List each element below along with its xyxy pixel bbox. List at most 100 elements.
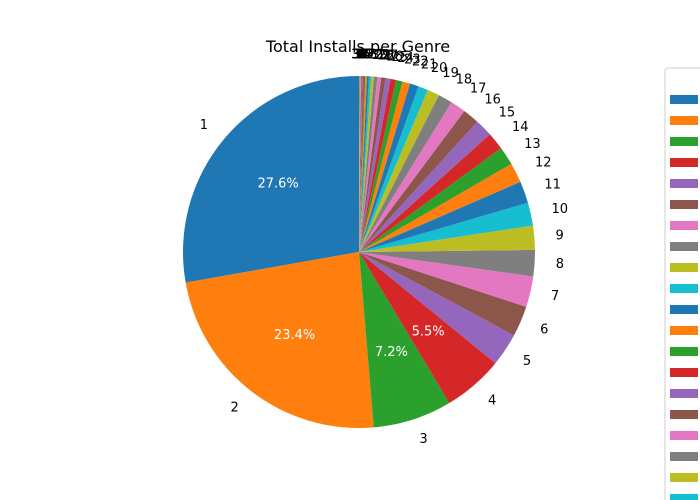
legend-swatch-5 <box>670 179 698 188</box>
slice-label-21: 21 <box>421 57 438 72</box>
legend <box>664 67 700 500</box>
pie-slice-35 <box>359 76 363 253</box>
legend-swatch-6 <box>670 200 698 209</box>
pie-slice-36 <box>359 76 362 252</box>
legend-swatch-20 <box>670 494 698 500</box>
pie-slice-32 <box>359 76 368 252</box>
pie-slice-8 <box>359 249 536 277</box>
legend-swatch-8 <box>670 242 698 251</box>
pie-slice-7 <box>359 252 534 307</box>
legend-swatch-15 <box>670 389 698 398</box>
pie-slice-39 <box>359 75 360 252</box>
pie-slice-33 <box>359 76 366 252</box>
pie-slice-14 <box>359 134 502 252</box>
pie-slice-1 <box>183 76 359 283</box>
legend-swatch-10 <box>670 284 698 293</box>
pie-labels: 127.6%223.4%37.2%45.5%567891011121314151… <box>200 47 568 447</box>
slice-label-2: 2 <box>230 401 238 416</box>
pie-slice-34 <box>359 76 365 252</box>
slice-label-1: 1 <box>200 118 208 133</box>
pie-slice-20 <box>359 86 428 252</box>
slice-label-17: 17 <box>470 82 487 97</box>
slice-label-35: 35 <box>355 47 372 62</box>
slice-label-12: 12 <box>535 156 552 171</box>
slice-label-31: 31 <box>369 48 386 63</box>
pie-slice-29 <box>359 76 375 253</box>
slice-label-28: 28 <box>378 48 395 63</box>
slice-label-25: 25 <box>392 50 409 65</box>
slice-label-32: 32 <box>359 48 376 63</box>
pie-slice-15 <box>359 121 490 253</box>
pie-slice-19 <box>359 90 439 252</box>
slice-label-26: 26 <box>386 49 403 64</box>
slice-label-33: 33 <box>357 47 374 62</box>
legend-swatch-9 <box>670 263 698 272</box>
legend-swatch-17 <box>670 431 698 440</box>
pie-slice-3 <box>359 252 450 428</box>
pie-slices <box>183 75 536 428</box>
slice-label-10: 10 <box>551 202 568 217</box>
slice-label-22: 22 <box>412 55 429 70</box>
pie-slice-18 <box>359 95 452 253</box>
slice-label-37: 37 <box>353 47 370 62</box>
slice-label-9: 9 <box>555 228 563 243</box>
pie-slice-28 <box>359 76 378 252</box>
pie-slice-4 <box>359 252 496 404</box>
pie-slice-31 <box>359 76 370 253</box>
pie-slice-37 <box>359 76 361 252</box>
slice-label-8: 8 <box>556 257 564 272</box>
slice-label-18: 18 <box>456 73 473 88</box>
pie-slice-2 <box>185 252 374 428</box>
legend-swatch-18 <box>670 452 698 461</box>
pie-slice-25 <box>359 78 391 253</box>
slice-label-6: 6 <box>540 322 548 337</box>
pie-slice-21 <box>359 83 419 252</box>
slice-label-36: 36 <box>353 47 370 62</box>
slice-label-24: 24 <box>397 51 414 66</box>
slice-label-4: 4 <box>488 394 496 409</box>
legend-swatch-14 <box>670 368 698 377</box>
legend-swatch-4 <box>670 158 698 167</box>
pie-slice-13 <box>359 148 512 252</box>
pie-slice-22 <box>359 81 411 253</box>
legend-swatch-16 <box>670 410 698 419</box>
pie-slice-17 <box>359 102 465 253</box>
slice-percent-2: 23.4% <box>274 328 315 343</box>
legend-swatch-19 <box>670 473 698 482</box>
legend-swatch-3 <box>670 137 698 146</box>
slice-label-30: 30 <box>371 48 388 63</box>
slice-percent-4: 5.5% <box>412 324 445 339</box>
slice-label-16: 16 <box>484 92 501 107</box>
pie-slice-38 <box>359 75 361 252</box>
chart-title: Total Installs per Genre <box>265 37 450 56</box>
pie-slice-27 <box>359 76 382 253</box>
slice-label-19: 19 <box>442 66 459 81</box>
slice-label-38: 38 <box>352 47 369 62</box>
slice-label-23: 23 <box>404 53 421 68</box>
pie-slice-9 <box>359 225 535 252</box>
slice-label-13: 13 <box>524 137 541 152</box>
slice-label-5: 5 <box>523 354 531 369</box>
slice-label-29: 29 <box>374 48 391 63</box>
pie-slice-5 <box>359 252 514 364</box>
pie-slice-11 <box>359 181 528 252</box>
slice-label-11: 11 <box>544 177 561 192</box>
pie-slice-10 <box>359 202 533 252</box>
slice-label-3: 3 <box>419 432 427 447</box>
legend-swatch-7 <box>670 221 698 230</box>
slice-percent-3: 7.2% <box>375 345 408 360</box>
legend-swatch-13 <box>670 347 698 356</box>
slice-label-39: 39 <box>351 47 368 62</box>
pie-slice-23 <box>359 79 403 252</box>
slice-label-20: 20 <box>431 61 448 76</box>
pie-slice-12 <box>359 163 521 252</box>
pie-slice-26 <box>359 77 386 252</box>
pie-slice-24 <box>359 78 397 252</box>
slice-label-15: 15 <box>499 105 516 120</box>
slice-label-7: 7 <box>551 289 559 304</box>
pie-slice-6 <box>359 252 527 336</box>
legend-swatch-11 <box>670 305 698 314</box>
slice-percent-1: 27.6% <box>257 177 298 192</box>
pie-slice-16 <box>359 111 478 252</box>
